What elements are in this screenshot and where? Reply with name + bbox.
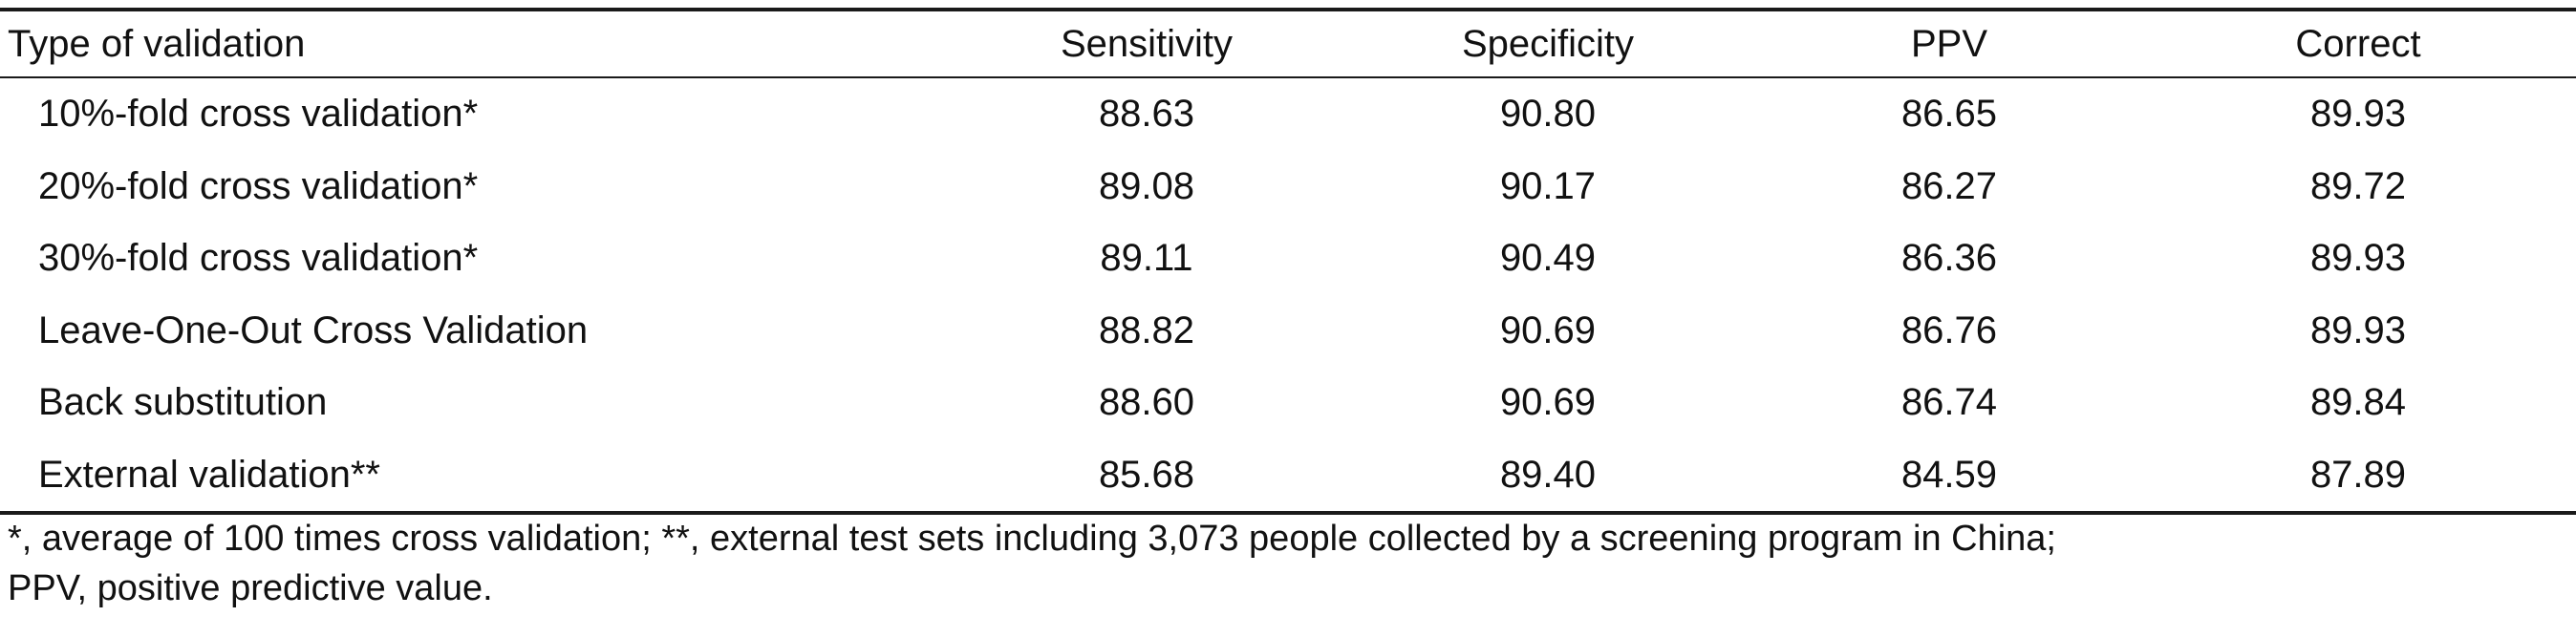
header-row: Type of validation Sensitivity Specifici… (0, 8, 2576, 78)
row-label: 20%-fold cross validation* (38, 164, 479, 207)
table-footnote: *, average of 100 times cross validation… (8, 514, 2568, 613)
header-sensitivity: Sensitivity (955, 8, 1338, 78)
cell-sensitivity: 89.08 (1098, 164, 1195, 207)
table-row: 30%-fold cross validation* 89.11 90.49 8… (0, 223, 2576, 295)
cell-ppv: 86.27 (1900, 164, 1998, 207)
header-type-of-validation: Type of validation (0, 8, 955, 78)
row-label: Back substitution (38, 381, 328, 424)
cell-correct: 89.72 (2309, 164, 2407, 207)
cell-specificity: 90.80 (1499, 93, 1597, 136)
cell-specificity: 90.69 (1499, 308, 1597, 351)
cell-ppv: 86.65 (1900, 93, 1998, 136)
cell-correct: 89.93 (2309, 93, 2407, 136)
footnote-line-1: *, average of 100 times cross validation… (8, 519, 2056, 559)
cell-sensitivity: 88.60 (1098, 381, 1195, 424)
table-row: 20%-fold cross validation* 89.08 90.17 8… (0, 151, 2576, 223)
header-correct: Correct (2140, 8, 2576, 78)
cell-specificity: 90.17 (1499, 164, 1597, 207)
table-row: 10%-fold cross validation* 88.63 90.80 8… (0, 77, 2576, 151)
validation-table: Type of validation Sensitivity Specifici… (0, 8, 2576, 515)
table-body: 10%-fold cross validation* 88.63 90.80 8… (0, 77, 2576, 515)
cell-correct: 89.93 (2309, 237, 2407, 280)
table-row: External validation** 85.68 89.40 84.59 … (0, 438, 2576, 515)
cell-ppv: 86.74 (1900, 381, 1998, 424)
cell-sensitivity: 85.68 (955, 438, 1338, 515)
cell-specificity: 90.69 (1499, 381, 1597, 424)
table-header: Type of validation Sensitivity Specifici… (0, 8, 2576, 78)
cell-sensitivity: 88.82 (1098, 308, 1195, 351)
footnote-line-2: PPV, positive predictive value. (8, 568, 493, 608)
cell-correct: 89.93 (2309, 308, 2407, 351)
header-ppv: PPV (1758, 8, 2140, 78)
table-row: Leave-One-Out Cross Validation 88.82 90.… (0, 295, 2576, 368)
cell-correct: 87.89 (2140, 438, 2576, 515)
cell-sensitivity: 88.63 (1098, 93, 1195, 136)
header-specificity: Specificity (1338, 8, 1758, 78)
cell-sensitivity: 89.11 (1100, 237, 1193, 280)
row-label: Leave-One-Out Cross Validation (38, 308, 589, 351)
row-label: 10%-fold cross validation* (38, 93, 479, 136)
cell-correct: 89.84 (2309, 381, 2407, 424)
cell-specificity: 90.49 (1499, 237, 1597, 280)
cell-ppv: 84.59 (1758, 438, 2140, 515)
row-label: External validation** (0, 438, 955, 515)
cell-ppv: 86.76 (1900, 308, 1998, 351)
cell-ppv: 86.36 (1900, 237, 1998, 280)
table-row: Back substitution 88.60 90.69 86.74 89.8… (0, 367, 2576, 439)
cell-specificity: 89.40 (1338, 438, 1758, 515)
row-label: 30%-fold cross validation* (38, 237, 479, 280)
